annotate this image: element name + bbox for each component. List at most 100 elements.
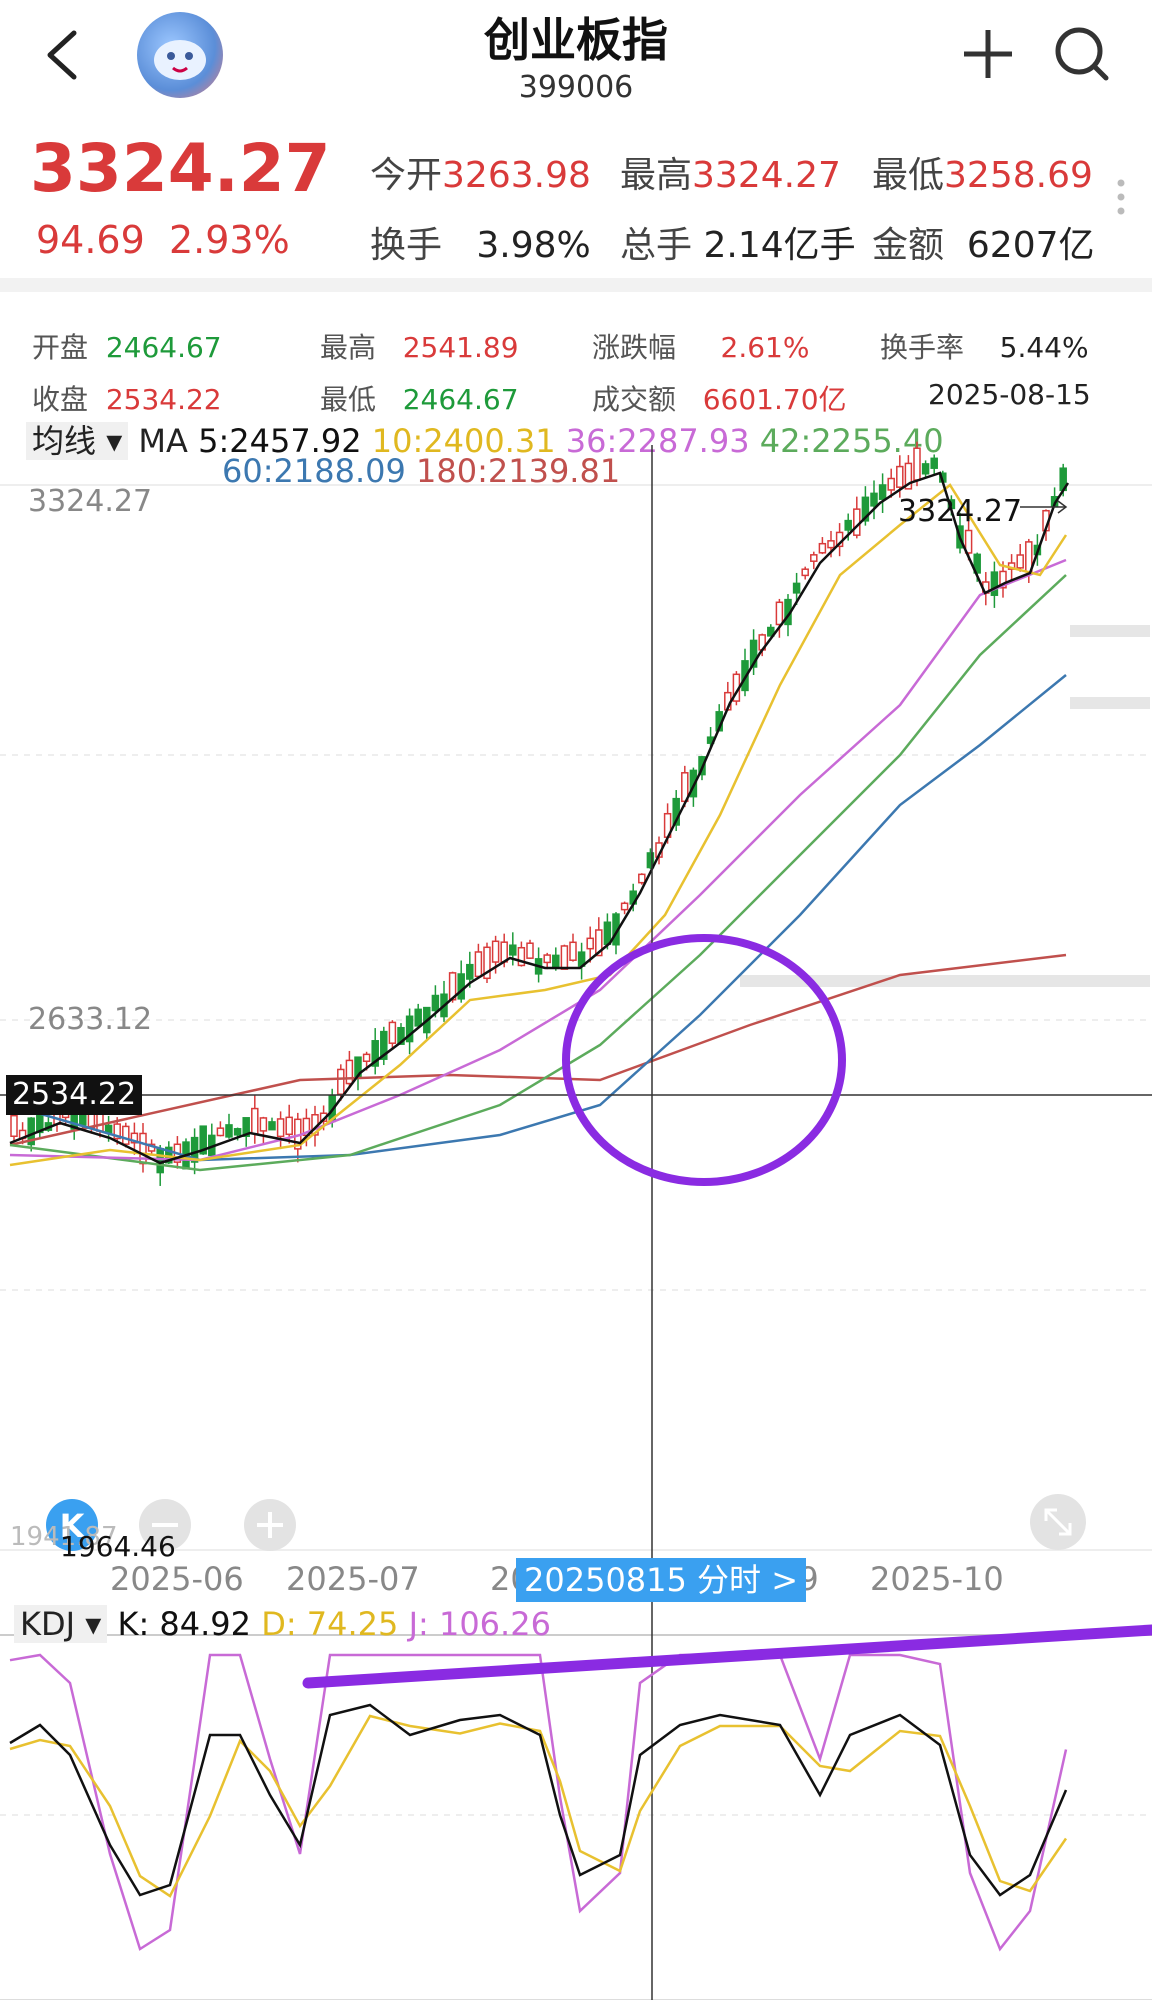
candle	[792, 582, 801, 594]
ma-label: MA	[138, 422, 188, 460]
candle	[27, 1117, 35, 1146]
search-icon[interactable]	[1052, 24, 1112, 84]
candle	[371, 1040, 379, 1067]
ma42-value: 42:2255.40	[759, 422, 944, 460]
ma10-line	[9, 483, 1068, 1167]
candle	[285, 1116, 293, 1136]
add-watchlist-icon[interactable]	[958, 24, 1018, 84]
ma-legend-row2: 60:2188.09 180:2139.81	[222, 452, 620, 490]
candle	[904, 462, 913, 490]
kdj-d-line	[9, 1714, 1068, 1898]
quote-turnover: 换手 3.98%	[370, 216, 591, 268]
volume-value: 2.14亿手	[703, 225, 856, 266]
ma5-line	[9, 471, 1070, 1165]
low-label: 最低	[872, 155, 945, 196]
quote-row-1: 今开3263.98	[370, 146, 591, 198]
candle	[414, 1008, 422, 1027]
volume-label: 总手	[620, 225, 693, 266]
candle	[397, 1026, 405, 1045]
ma60-line	[9, 674, 1067, 1162]
ma-selector-label: 均线	[32, 422, 97, 460]
ma180-line	[9, 953, 1067, 1147]
candle	[767, 626, 775, 637]
candle	[10, 1114, 18, 1137]
y-label-crosshair: 2534.22	[6, 1075, 143, 1115]
candle	[921, 463, 930, 475]
info-turn-label: 换手率	[880, 331, 965, 364]
quote-high: 最高3324.27	[620, 146, 841, 198]
amount-label: 金额	[872, 225, 945, 266]
candle	[818, 542, 827, 554]
ma36-line	[9, 558, 1067, 1162]
quote-low: 最低3258.69	[872, 146, 1093, 198]
candle	[491, 940, 500, 963]
ma36-value: 36:2287.93	[565, 422, 750, 460]
back-arrow-icon[interactable]	[38, 25, 88, 85]
candle	[380, 1030, 388, 1060]
candle	[474, 951, 483, 978]
candle	[337, 1068, 345, 1095]
candle	[251, 1107, 259, 1135]
intraday-link-button[interactable]: 20250815 分时 >	[516, 1558, 807, 1602]
info-open-value: 2464.67	[105, 331, 222, 364]
kdj-j-line	[9, 1653, 1068, 1952]
info-amount: 成交额 6601.70亿	[592, 378, 847, 418]
candle	[233, 1128, 242, 1136]
candlesticks	[10, 441, 1067, 1186]
info-close-label: 收盘	[32, 383, 89, 416]
candle	[259, 1117, 268, 1132]
dropdown-triangle-icon: ▾	[85, 1605, 102, 1643]
candle	[603, 921, 612, 945]
info-turn: 换手率 5.44%	[880, 326, 1089, 366]
app-mascot-avatar[interactable]	[137, 12, 223, 98]
turnover-label: 换手	[370, 225, 443, 266]
candle	[586, 937, 594, 950]
candle	[810, 554, 818, 562]
info-amount-value: 6601.70亿	[702, 383, 847, 416]
ma-selector[interactable]: 均线 ▾	[26, 422, 129, 460]
low-value: 3258.69	[944, 155, 1093, 196]
candle	[526, 942, 534, 959]
candle	[620, 902, 629, 911]
section-divider	[0, 278, 1152, 292]
kdj-selector[interactable]: KDJ ▾	[14, 1605, 108, 1643]
y-label-top: 3324.27	[28, 484, 153, 519]
more-dots-icon[interactable]	[1116, 178, 1126, 218]
candle	[543, 954, 551, 964]
ma-legend: 均线 ▾ MA 5:2457.92 10:2400.31 36:2287.93 …	[26, 416, 944, 462]
candle	[999, 570, 1007, 589]
candle	[964, 529, 973, 554]
info-chg-value: 2.61%	[720, 331, 810, 364]
candle	[861, 496, 870, 522]
candle	[801, 568, 809, 577]
ma42-line	[9, 574, 1067, 1172]
mascot-icon	[154, 40, 206, 80]
candle	[638, 873, 646, 884]
open-label: 今开	[370, 155, 443, 196]
change-percent: 2.93%	[168, 218, 290, 262]
ma10-value: 10:2400.31	[371, 422, 556, 460]
stock-code: 399006	[518, 70, 634, 105]
info-close-value: 2534.22	[105, 383, 222, 416]
k-logo-icon[interactable]	[46, 1499, 98, 1551]
turnover-value: 3.98%	[476, 225, 591, 266]
candle	[345, 1059, 354, 1085]
candle	[827, 540, 835, 549]
open-value: 3263.98	[442, 155, 591, 196]
high-label: 最高	[620, 155, 693, 196]
candle	[930, 457, 938, 469]
y-label-low: 1964.46	[60, 1530, 176, 1563]
candle	[483, 946, 491, 980]
candle	[560, 945, 569, 970]
x-label-jul: 2025-07	[286, 1560, 420, 1598]
candle	[569, 941, 577, 961]
candle	[878, 484, 887, 500]
page-title: 创业板指	[484, 13, 668, 67]
kdj-d: D: 74.25	[261, 1605, 399, 1643]
high-value: 3324.27	[692, 155, 841, 196]
kline-chart[interactable]: K	[0, 415, 1152, 2000]
kdj-j: J: 106.26	[408, 1605, 551, 1643]
candle	[242, 1117, 250, 1137]
kdj-k-line	[9, 1703, 1068, 1897]
peak-price-label: 3324.27	[898, 494, 1023, 529]
